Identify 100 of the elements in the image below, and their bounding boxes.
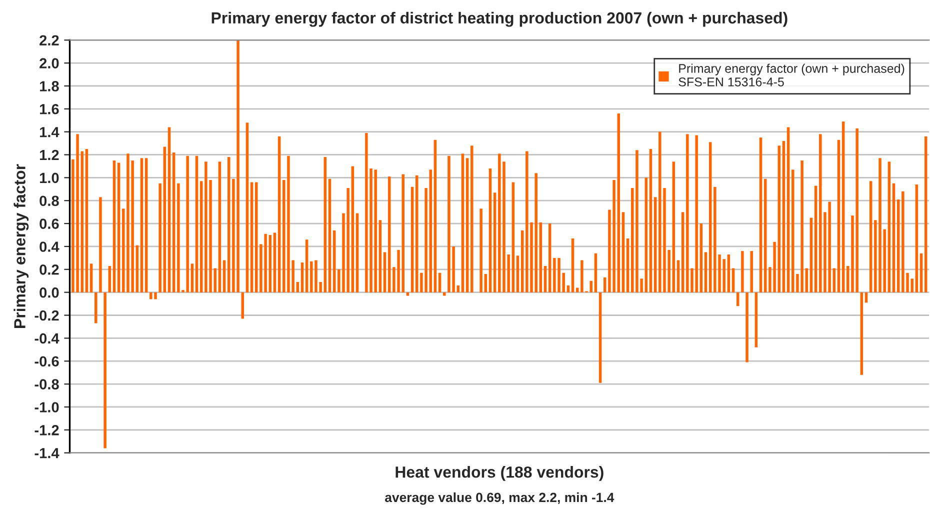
bar: [764, 178, 767, 292]
bar: [750, 251, 753, 292]
y-tick-label: 0.0: [40, 287, 59, 298]
bar: [305, 240, 308, 292]
bar: [516, 256, 520, 292]
bar: [644, 178, 648, 292]
bar: [805, 268, 808, 292]
bar: [512, 182, 515, 292]
bar: [810, 218, 813, 292]
bar: [842, 121, 845, 292]
bar: [410, 186, 414, 292]
bar: [429, 170, 432, 292]
bar: [168, 127, 171, 292]
bar: [190, 264, 194, 292]
bar: [626, 238, 630, 292]
bar: [227, 157, 230, 292]
bar: [300, 262, 304, 292]
bar: [654, 197, 657, 292]
bar: [140, 158, 144, 292]
bar: [246, 122, 249, 292]
y-tick-label: -0.8: [34, 379, 59, 390]
bar: [268, 235, 272, 292]
bar: [681, 212, 684, 292]
bar: [470, 146, 474, 292]
bar: [328, 178, 332, 292]
bar: [566, 285, 570, 292]
bar: [406, 292, 410, 296]
bar: [456, 285, 460, 292]
bar: [759, 138, 762, 292]
bar: [676, 260, 680, 292]
bar: [915, 184, 918, 292]
bar: [218, 162, 222, 292]
bar: [112, 160, 116, 292]
bar: [443, 292, 446, 296]
y-tick-label: 2.2: [40, 35, 59, 46]
y-axis-title: Primary energy factor: [14, 164, 29, 328]
bar: [461, 154, 464, 292]
bar: [90, 264, 93, 292]
bar: [466, 158, 469, 292]
bar: [241, 292, 244, 319]
bar: [594, 253, 598, 292]
bar: [576, 288, 579, 292]
bar: [539, 222, 542, 292]
bar: [920, 253, 923, 292]
bar: [672, 162, 676, 292]
bar: [85, 149, 88, 292]
y-tick-label: -0.4: [34, 333, 60, 344]
bar: [158, 183, 162, 292]
bar: [108, 266, 112, 292]
bar: [480, 208, 482, 292]
bar: [99, 197, 102, 292]
bar: [704, 252, 708, 292]
bar: [544, 266, 547, 292]
bar: [136, 245, 139, 292]
bar: [520, 230, 524, 292]
chart-title: Primary energy factor of district heating production 2007 (own + purchased): [212, 12, 788, 27]
y-tick-label: 1.2: [40, 150, 59, 160]
y-tick-label: -0.6: [34, 356, 59, 367]
bar: [598, 292, 602, 383]
bar: [94, 292, 98, 324]
bar: [782, 140, 786, 292]
bar: [924, 136, 928, 292]
bar: [732, 268, 735, 292]
bar: [837, 140, 840, 292]
bar: [832, 268, 836, 292]
bar: [896, 199, 900, 292]
bar: [708, 142, 712, 292]
y-tick-label: 1.0: [40, 172, 59, 184]
y-tick-label: 2.0: [40, 58, 59, 68]
y-tick-label: 0.8: [40, 196, 59, 206]
bar: [700, 224, 703, 292]
bar: [378, 220, 382, 292]
bar: [144, 158, 148, 292]
bar: [324, 157, 327, 292]
y-tick-label: -1.2: [34, 425, 59, 436]
bar: [351, 166, 354, 292]
bar: [250, 182, 254, 292]
bar: [746, 292, 748, 362]
y-tick-label: -1.0: [34, 402, 59, 412]
bar: [200, 181, 203, 292]
bar: [278, 136, 281, 292]
bar: [80, 151, 84, 292]
bar: [415, 175, 418, 292]
bar: [273, 232, 276, 292]
bar: [388, 176, 391, 292]
y-tick-label: -1.4: [34, 448, 60, 458]
y-tick-label: 1.6: [40, 104, 59, 114]
bar: [356, 213, 359, 292]
y-tick-label: 0.6: [40, 218, 59, 229]
bar: [741, 251, 744, 292]
bar: [814, 186, 818, 292]
y-tick-label: 1.4: [40, 127, 60, 138]
bar: [434, 140, 437, 292]
y-tick-label: 0.4: [40, 242, 60, 252]
bar: [622, 212, 625, 292]
bar: [438, 272, 442, 292]
bar: [104, 292, 106, 448]
bar: [488, 168, 492, 292]
bar: [172, 152, 176, 292]
bar: [222, 260, 226, 292]
